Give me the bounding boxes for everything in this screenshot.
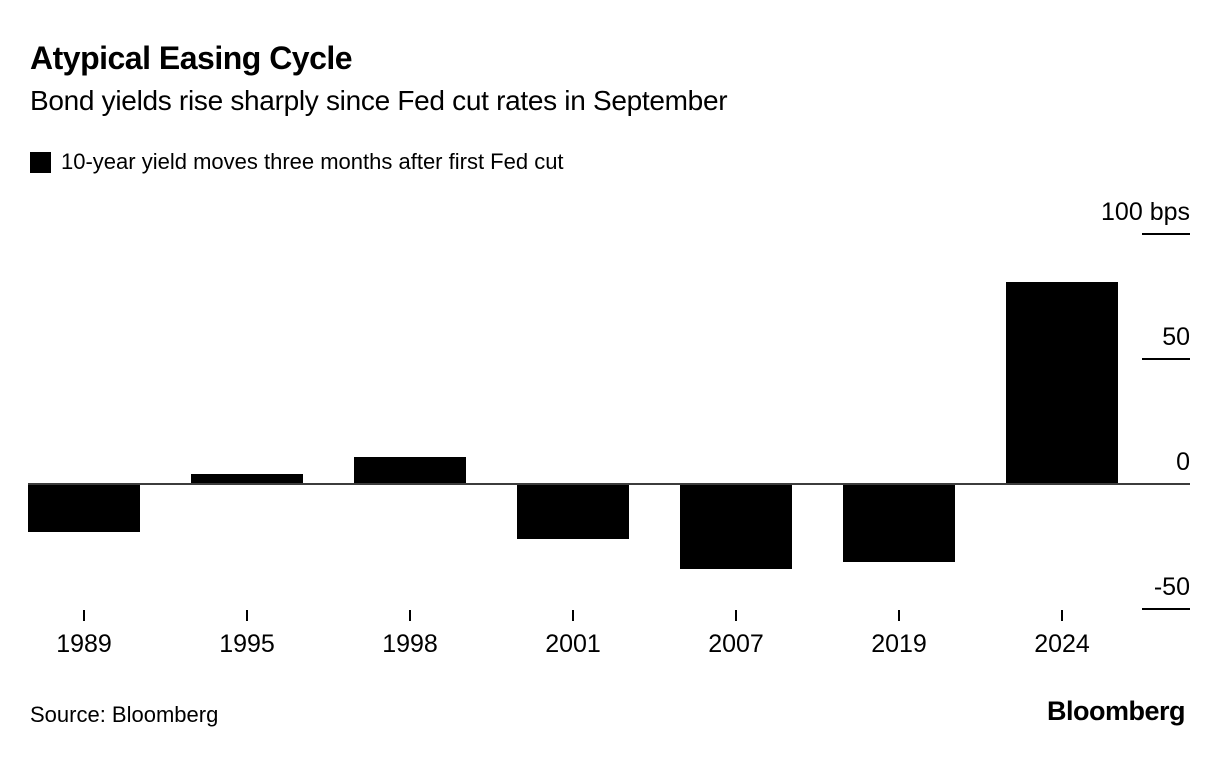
bar-1998 xyxy=(354,456,466,484)
legend: 10-year yield moves three months after f… xyxy=(30,149,564,175)
y-axis-label-0: 0 xyxy=(1176,448,1190,476)
bar-2024 xyxy=(1006,281,1118,484)
x-axis-label-1989: 1989 xyxy=(56,630,112,658)
bar-2019 xyxy=(843,484,955,562)
source-note: Source: Bloomberg xyxy=(30,702,219,727)
y-axis-label-100: 100 bps xyxy=(1101,198,1190,226)
x-axis-tick-1998 xyxy=(409,610,411,621)
y-axis-tick-100 xyxy=(1142,233,1190,235)
bar-1989 xyxy=(28,484,140,532)
x-axis-label-1995: 1995 xyxy=(219,630,275,658)
y-axis-tick-50 xyxy=(1142,358,1190,360)
x-axis-tick-2001 xyxy=(572,610,574,621)
x-axis-tick-2024 xyxy=(1061,610,1063,621)
zero-axis-line xyxy=(28,483,1190,485)
x-axis-tick-2007 xyxy=(735,610,737,621)
x-axis-tick-1989 xyxy=(83,610,85,621)
x-axis-label-2007: 2007 xyxy=(708,630,764,658)
chart-subtitle: Bond yields rise sharply since Fed cut r… xyxy=(30,85,728,116)
x-axis-label-2001: 2001 xyxy=(545,630,601,658)
x-axis-tick-1995 xyxy=(246,610,248,621)
legend-swatch-icon xyxy=(30,151,51,173)
x-axis-label-1998: 1998 xyxy=(382,630,438,658)
bar-1995 xyxy=(191,474,303,484)
y-axis-label--50: -50 xyxy=(1153,573,1190,601)
bar-2007 xyxy=(680,484,792,569)
legend-label: 10-year yield moves three months after f… xyxy=(61,149,564,174)
bloomberg-logo: Bloomberg xyxy=(1046,696,1186,726)
chart-title: Atypical Easing Cycle xyxy=(30,40,353,76)
y-axis-tick--50 xyxy=(1142,608,1190,610)
x-axis-label-2024: 2024 xyxy=(1034,630,1090,658)
y-axis-label-50: 50 xyxy=(1162,323,1190,351)
x-axis-tick-2019 xyxy=(898,610,900,621)
x-axis-label-2019: 2019 xyxy=(871,630,927,658)
bar-2001 xyxy=(517,484,629,539)
